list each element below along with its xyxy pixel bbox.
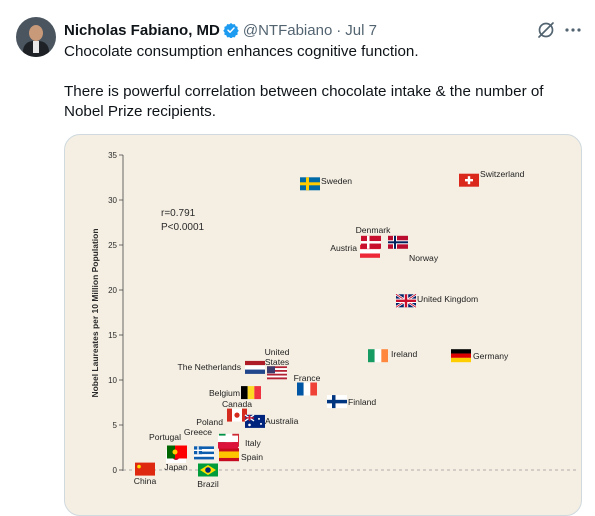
point-switzerland: Switzerland <box>459 169 525 187</box>
point-label: Austria <box>330 243 357 253</box>
point-label: United Kingdom <box>417 294 478 304</box>
y-tick-label: 0 <box>113 466 118 475</box>
point-ireland: Ireland <box>368 349 417 363</box>
stat-r: r=0.791 <box>161 208 196 219</box>
tweet-media-chart[interactable]: 0 5 10 15 20 25 30 35 Nobel Laureates per 10 Mi… <box>64 134 582 516</box>
tweet-text: Chocolate consumption enhances cognitive… <box>64 42 574 122</box>
avatar-head <box>29 25 43 41</box>
point-label: Australia <box>265 416 299 426</box>
point-label: Portugal <box>149 432 181 442</box>
y-axis-label: Nobel Laureates per 10 Million Populatio… <box>90 228 100 397</box>
point-canada: Canada <box>222 399 252 422</box>
tweet-date[interactable]: Jul 7 <box>345 21 377 39</box>
y-tick-label: 15 <box>108 331 117 340</box>
point-label: Japan <box>164 462 188 472</box>
point-poland: Poland <box>196 417 238 449</box>
point-label: States <box>265 357 289 367</box>
point-label: Canada <box>222 399 252 409</box>
point-australia: Australia <box>244 414 299 428</box>
y-tick-label: 30 <box>108 196 117 205</box>
scatter-chart: 0 5 10 15 20 25 30 35 Nobel Laureates per 10 Mi… <box>90 151 577 489</box>
tweet-header: Nicholas Fabiano, MD @NTFabiano · Jul 7 <box>64 20 377 40</box>
point-label: Finland <box>348 397 376 407</box>
author-handle[interactable]: @NTFabiano <box>242 21 333 39</box>
y-tick-label: 20 <box>108 286 117 295</box>
y-tick-label: 5 <box>113 421 118 430</box>
separator-dot: · <box>336 21 342 39</box>
point-label: Switzerland <box>480 169 525 179</box>
tweet-text-line-2: There is powerful correlation between ch… <box>64 83 544 120</box>
point-germany: Germany <box>451 349 509 363</box>
point-label: Germany <box>473 351 509 361</box>
point-label: France <box>294 373 321 383</box>
point-label: Brazil <box>197 479 219 489</box>
point-label: Poland <box>196 417 223 427</box>
avatar[interactable] <box>16 17 56 57</box>
point-sweden: Sweden <box>300 176 352 191</box>
y-ticks: 0 5 10 15 20 25 30 35 <box>108 151 123 475</box>
point-france: France <box>294 373 321 396</box>
point-label: United <box>265 347 290 357</box>
y-tick-label: 10 <box>108 376 117 385</box>
y-tick-label: 25 <box>108 241 117 250</box>
point-brazil: Brazil <box>197 463 219 489</box>
more-options-icon[interactable] <box>563 20 583 40</box>
point-greece: Greece <box>184 427 214 460</box>
y-tick-label: 35 <box>108 151 117 160</box>
point-denmark: Denmark <box>356 225 392 249</box>
point-spain: Spain <box>219 448 263 462</box>
point-label: Denmark <box>356 225 392 235</box>
point-united-kingdom: United Kingdom <box>395 293 478 309</box>
point-norway: Norway <box>388 235 439 263</box>
data-points: China Japan Brazil Portugal Greece Spain Italy… <box>134 169 525 489</box>
point-china: China <box>134 462 157 486</box>
point-portugal: Portugal <box>149 432 187 459</box>
point-label: Belgium <box>209 388 240 398</box>
stat-p: P<0.0001 <box>161 222 205 233</box>
avatar-shirt <box>33 41 39 53</box>
tweet-text-line-1: Chocolate consumption enhances cognitive… <box>64 43 419 60</box>
verified-badge-icon <box>223 23 239 38</box>
point-label: China <box>134 476 157 486</box>
point-label: Italy <box>245 438 261 448</box>
point-label: Sweden <box>321 176 352 186</box>
author-name[interactable]: Nicholas Fabiano, MD <box>64 21 220 39</box>
point-finland: Finland <box>327 395 376 409</box>
point-belgium: Belgium <box>209 386 261 400</box>
grok-icon[interactable] <box>536 20 556 40</box>
point-label: Spain <box>241 452 263 462</box>
point-the-netherlands: The Netherlands <box>177 360 265 374</box>
point-label: Greece <box>184 427 212 437</box>
point-label: Norway <box>409 253 439 263</box>
point-label: Ireland <box>391 349 417 359</box>
point-label: The Netherlands <box>177 362 241 372</box>
